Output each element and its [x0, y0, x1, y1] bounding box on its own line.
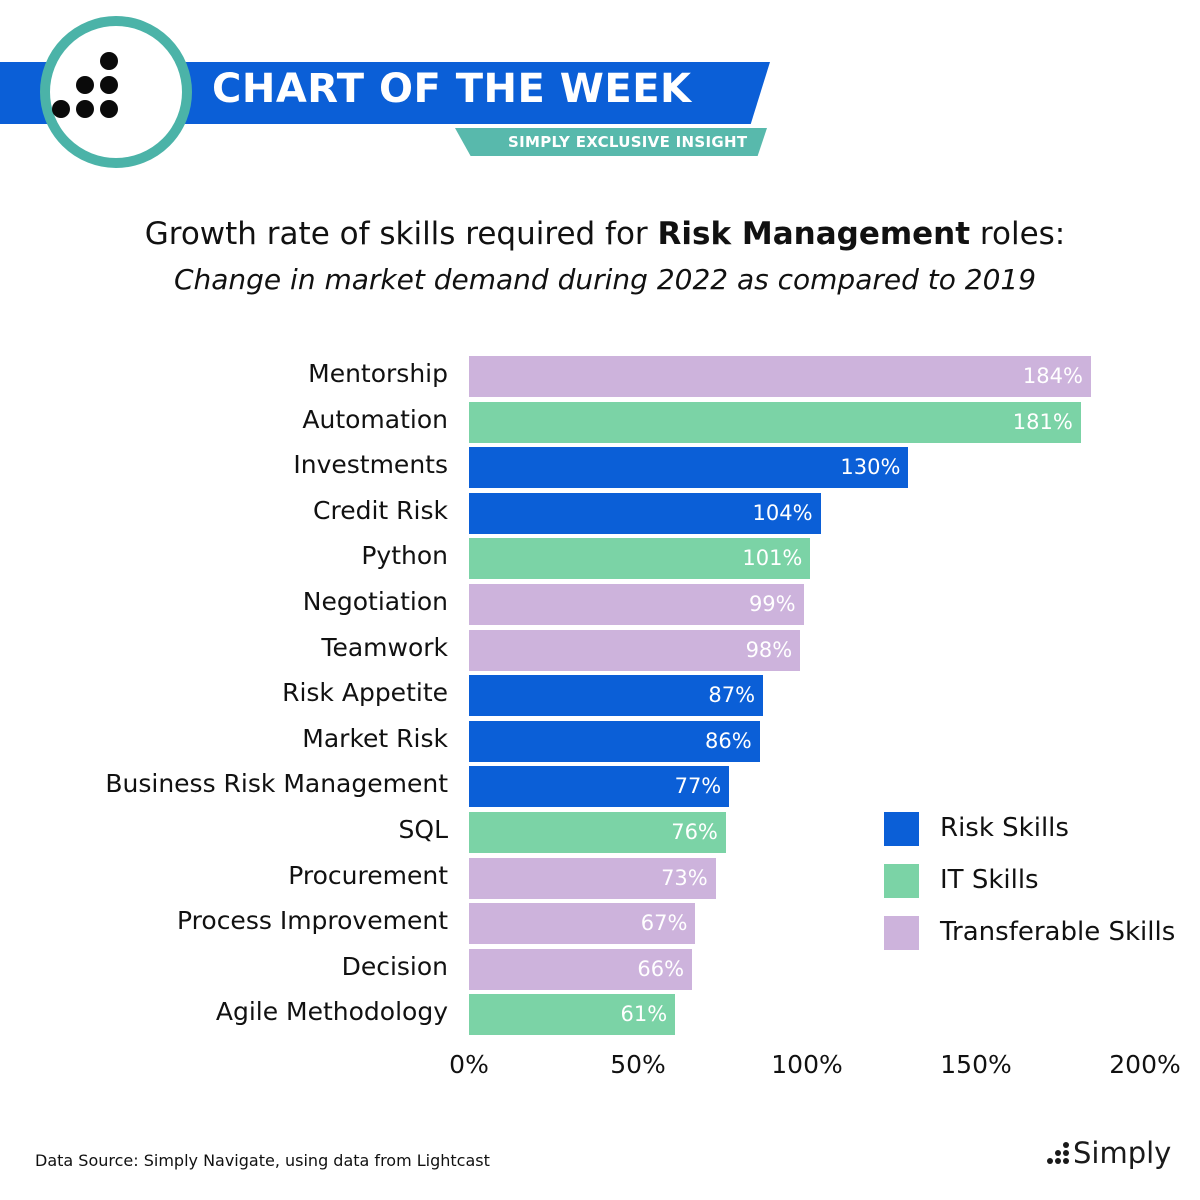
bar-value-label: 130%	[840, 455, 901, 480]
bar	[469, 447, 909, 489]
bar	[469, 766, 730, 808]
category-label: SQL	[398, 815, 448, 844]
bar	[469, 492, 821, 534]
logo-ring	[40, 16, 192, 168]
bar-value-label: 61%	[620, 1002, 668, 1027]
data-source: Data Source: Simply Navigate, using data…	[35, 1151, 490, 1170]
category-label: Investments	[293, 450, 448, 480]
category-label: Procurement	[288, 860, 448, 890]
bar	[469, 720, 760, 762]
category-label: Process Improvement	[177, 906, 448, 936]
legend-swatch	[884, 864, 919, 898]
chart-title: Growth rate of skills required for Risk …	[0, 216, 1200, 252]
legend-swatch	[884, 812, 919, 846]
simply-dots-icon	[1047, 1136, 1073, 1166]
chart-subtitle: Change in market demand during 2022 as c…	[173, 263, 1037, 296]
bar	[469, 948, 693, 990]
category-label: Mentorship	[308, 359, 448, 388]
bar-value-label: 86%	[705, 728, 752, 753]
bar-value-label: 101%	[742, 546, 803, 571]
bar	[469, 675, 764, 717]
bar	[469, 857, 716, 899]
bar-value-label: 184%	[1022, 364, 1083, 388]
x-tick-label: 100%	[771, 1050, 843, 1079]
bar	[469, 401, 1081, 443]
legend-swatch	[884, 916, 919, 950]
legend-label: Risk Skills	[940, 813, 1069, 843]
bar	[469, 584, 804, 625]
bar	[469, 538, 811, 580]
x-tick-label: 200%	[1109, 1050, 1181, 1079]
x-tick-label: 150%	[940, 1050, 1012, 1079]
category-label: Market Risk	[302, 723, 448, 753]
category-label: Decision	[341, 951, 448, 981]
legend-label: IT Skills	[940, 865, 1039, 895]
chart-title-bold: Risk Management	[657, 216, 971, 252]
x-tick-label: 50%	[610, 1050, 666, 1079]
bar-value-label: 181%	[1012, 409, 1073, 434]
bar-value-label: 87%	[708, 683, 756, 708]
bar	[469, 356, 1091, 397]
chart-title-prefix: Growth rate of skills required for	[144, 216, 658, 252]
bar	[469, 903, 696, 945]
category-label: Automation	[302, 404, 448, 434]
bar	[469, 629, 801, 671]
chart-title-suffix: roles:	[970, 216, 1066, 252]
category-label: Negotiation	[302, 587, 448, 616]
x-tick-label: 0%	[449, 1050, 489, 1079]
bar-value-label: 67%	[640, 911, 688, 936]
bar-value-label: 99%	[748, 592, 796, 616]
category-label: Teamwork	[321, 632, 448, 662]
banner-subtitle: SIMPLY EXCLUSIVE INSIGHT	[508, 133, 748, 151]
bar-value-label: 76%	[671, 820, 718, 844]
dots-logo-icon	[52, 40, 160, 130]
bar-value-label: 66%	[637, 956, 685, 981]
banner-title: CHART OF THE WEEK	[212, 66, 692, 112]
bar-value-label: 73%	[661, 865, 708, 890]
banner-teal	[455, 128, 767, 156]
bar	[469, 812, 726, 853]
category-label: Risk Appetite	[282, 678, 448, 708]
category-label: Agile Methodology	[215, 997, 448, 1027]
bar-value-label: 104%	[752, 500, 813, 525]
bar-value-label: 77%	[674, 774, 722, 799]
bar-value-label: 98%	[745, 637, 793, 662]
brand-name: Simply	[1073, 1136, 1172, 1170]
header: CHART OF THE WEEK SIMPLY EXCLUSIVE INSIG…	[0, 0, 1200, 170]
category-label: Business Risk Management	[105, 769, 448, 799]
category-label: Credit Risk	[313, 495, 448, 525]
legend-label: Transferable Skills	[940, 917, 1176, 947]
category-label: Python	[361, 541, 448, 571]
bar	[469, 994, 676, 1036]
